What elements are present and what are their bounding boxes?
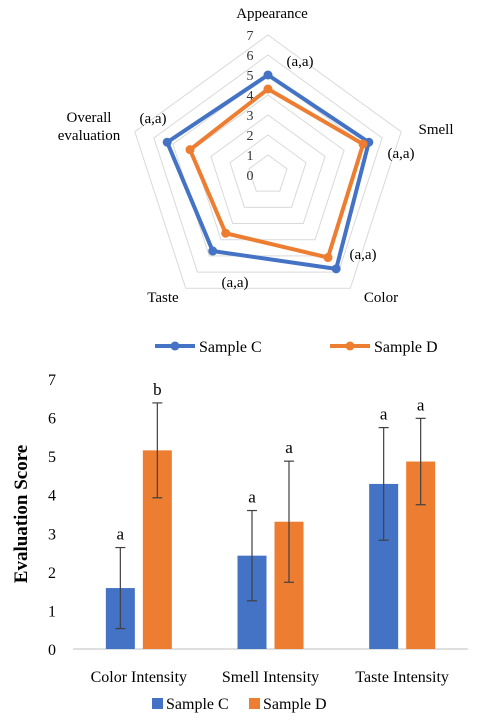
- radar-grid-ring: [172, 74, 364, 257]
- radar-point: [162, 137, 172, 147]
- bar-y-tick-label: 5: [48, 449, 56, 466]
- bar-significance-letter: b: [153, 380, 162, 399]
- radar-significance-label: (a,a): [139, 111, 166, 127]
- bar-y-tick-label: 0: [48, 642, 56, 659]
- radar-legend-marker: [170, 341, 180, 351]
- radar-axis-label: Smell: [418, 122, 453, 138]
- bar-legend: Sample C Sample D: [152, 696, 327, 713]
- radar-axis-label: Color: [364, 290, 398, 306]
- radar-tick-label: 0: [247, 169, 254, 184]
- radar-axis-label: Taste: [147, 290, 179, 306]
- bar-legend-swatch: [152, 698, 163, 709]
- radar-grid-ring: [153, 54, 383, 273]
- radar-grid-ring: [248, 154, 288, 192]
- bar-category-label: Color Intensity: [91, 669, 187, 686]
- bar-significance-letter: a: [248, 488, 256, 507]
- bar-y-tick-label: 2: [48, 565, 56, 582]
- radar-axis-label: evaluation: [58, 128, 121, 144]
- radar-axis-label: Appearance: [236, 6, 308, 22]
- radar-tick-label: 5: [247, 69, 254, 84]
- bar-category-label: Taste Intensity: [355, 669, 449, 686]
- radar-series-line: [165, 73, 371, 271]
- radar-series-line: [188, 87, 366, 260]
- radar-legend: Sample C Sample D: [155, 339, 438, 356]
- radar-tick-label: 4: [247, 89, 254, 104]
- radar-significance-label: (a,a): [387, 146, 414, 162]
- radar-tick-label: 6: [247, 49, 254, 64]
- bar-significance-letter: a: [285, 438, 293, 457]
- bar-y-tick-label: 6: [48, 411, 56, 428]
- radar-point: [221, 228, 231, 238]
- radar-grid-ring: [229, 134, 307, 208]
- bar-y-tick-label: 7: [48, 372, 56, 389]
- bar-y-tick-label: 1: [48, 603, 56, 620]
- radar-point: [263, 84, 273, 94]
- radar-legend-marker: [345, 341, 355, 351]
- bar-y-axis-title: Evaluation Score: [11, 445, 32, 583]
- radar-tick-label: 3: [247, 109, 254, 124]
- bar-significance-letter: a: [417, 395, 425, 414]
- radar-tick-label: 2: [247, 129, 254, 144]
- bar-legend-swatch: [249, 698, 260, 709]
- radar-grid-ring: [134, 34, 402, 289]
- radar-point: [208, 246, 218, 256]
- radar-point: [185, 145, 195, 155]
- radar-chart: 0 1 2 3 4 5 6 7 Appearance Smell Color Taste Overall…: [58, 6, 454, 306]
- bar-significance-letter: a: [117, 525, 125, 544]
- bar-legend-label: Sample C: [166, 696, 229, 713]
- radar-grid-ring: [191, 94, 345, 241]
- radar-tick-label: 7: [247, 29, 254, 44]
- radar-significance-label: (a,a): [286, 54, 313, 70]
- bar-significance-letter: a: [380, 405, 388, 424]
- radar-tick-label: 1: [247, 149, 254, 164]
- bar-category-label: Smell Intensity: [222, 669, 319, 686]
- radar-point: [263, 70, 273, 80]
- bar-chart: 0 1 2 3 4 5 6 7 Evaluation Score a b Color Intensit…: [11, 372, 468, 686]
- radar-point: [323, 253, 333, 263]
- bar-legend-label: Sample D: [263, 696, 327, 713]
- radar-significance-label: (a,a): [221, 275, 248, 291]
- radar-point: [358, 139, 368, 149]
- radar-legend-label: Sample D: [374, 339, 438, 356]
- radar-point: [331, 264, 341, 274]
- radar-grid-ring: [210, 114, 326, 225]
- radar-legend-label: Sample C: [199, 339, 262, 356]
- radar-axis-label: Overall: [67, 110, 112, 126]
- bar-y-tick-label: 4: [48, 488, 56, 505]
- bar-y-tick-label: 3: [48, 526, 56, 543]
- radar-significance-label: (a,a): [349, 247, 376, 263]
